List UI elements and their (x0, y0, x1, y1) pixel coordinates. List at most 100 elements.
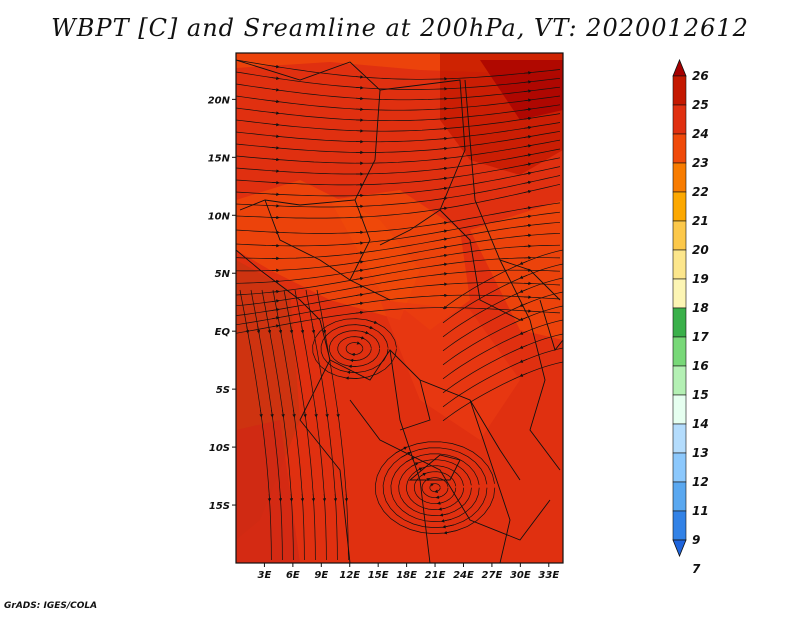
map-panel (236, 53, 563, 563)
streamline-arrow (270, 409, 274, 418)
streamline (294, 289, 327, 561)
temperature-shading (236, 53, 563, 563)
latitude-axis: 20N 15N 10N 5N EQ 5S 10S 15S (208, 95, 236, 512)
map-frame (235, 52, 564, 564)
streamline (406, 465, 464, 510)
colorbar-bin (672, 510, 687, 541)
streamline-arrow (523, 214, 532, 219)
streamline-arrow (523, 223, 532, 228)
colorbar-label: 22 (692, 185, 709, 199)
streamline-arrow (289, 325, 294, 334)
colorbar-label: 14 (692, 417, 709, 431)
colorbar-bin (672, 307, 687, 338)
streamline-arrow (267, 325, 272, 334)
lon-tick-label: 3E (258, 570, 272, 581)
streamline (236, 71, 561, 90)
streamline (236, 83, 561, 101)
streamline-arrow (439, 229, 448, 233)
streamline (305, 289, 338, 561)
lon-tick-label: 24E (453, 570, 474, 581)
streamline (236, 130, 561, 153)
streamline-arrow (523, 98, 532, 102)
map-title: WBPT [C] and Sreamline at 200hPa, VT: 20… (51, 14, 749, 42)
streamline-arrow (523, 171, 532, 176)
streamline (390, 453, 480, 522)
streamline-arrow (271, 324, 280, 328)
colorbar-label: 9 (692, 533, 700, 547)
streamline-arrow (271, 111, 280, 115)
streamline-arrow (435, 495, 440, 499)
border-line (499, 259, 561, 471)
streamline-arrow (271, 64, 280, 69)
streamline (236, 211, 561, 247)
streamline-arrow (355, 310, 364, 315)
streamline (236, 113, 561, 132)
colorbar-label: 19 (692, 272, 709, 286)
streamline-arrow (519, 260, 528, 265)
streamline-arrow (439, 166, 448, 171)
streamline-arrow (519, 316, 528, 321)
streamline-arrow (405, 457, 415, 463)
streamline-arrow (443, 530, 457, 535)
streamline-arrow (292, 409, 296, 418)
streamline-arrow (523, 135, 532, 139)
streamline-arrow (411, 462, 419, 467)
streamline-arrow (439, 176, 448, 181)
colorbar-bin (672, 365, 687, 396)
streamline-arrow (355, 293, 364, 297)
border-line (349, 399, 551, 541)
streamline-arrow (439, 186, 448, 191)
streamline-arrow (523, 116, 532, 121)
streamline-arrow (439, 136, 448, 141)
colorbar-label: 21 (692, 214, 709, 228)
streamline-arrow (245, 325, 250, 334)
streamline (250, 289, 283, 561)
streamline (236, 59, 561, 80)
border-line (379, 79, 466, 246)
lat-tick-label: 15N (208, 153, 231, 164)
streamline-arrow (439, 146, 448, 151)
longitude-axis: 3E 6E 9E 12E 15E 18E 21E 24E 27E 30E 33E (258, 563, 559, 581)
streamline-arrow (439, 221, 448, 225)
colorbar-bin (672, 191, 687, 222)
streamline-arrow (439, 156, 448, 161)
streamline-arrow (314, 409, 318, 418)
lat-tick-label: EQ (215, 327, 231, 338)
colorbar-bin (672, 452, 687, 483)
streamline-arrow (523, 206, 532, 210)
streamline-arrow (523, 162, 532, 166)
streamline (236, 166, 561, 197)
streamline (316, 289, 349, 561)
streamline-arrow (356, 341, 361, 345)
streamline-arrow (523, 153, 532, 157)
streamline-arrow (322, 325, 327, 334)
streamline (442, 333, 563, 394)
streamline-arrow (523, 233, 532, 238)
streamline-arrow (421, 472, 427, 477)
streamline-arrow (436, 501, 443, 505)
streamline-arrow (519, 330, 528, 335)
streamline-arrow (519, 372, 528, 377)
streamline-arrow (523, 89, 532, 93)
streamline (261, 289, 294, 561)
streamline (382, 447, 488, 528)
streamline (283, 289, 316, 561)
colorbar-bin (672, 220, 687, 251)
colorbar-label: 18 (692, 301, 709, 315)
streamline (374, 441, 496, 534)
streamline-arrow (439, 272, 448, 276)
colorbar-label: 26 (692, 69, 709, 83)
streamline (236, 148, 561, 175)
streamline-arrow (336, 409, 340, 418)
streamline-arrow (416, 467, 423, 472)
streamline-arrow (439, 513, 449, 517)
lon-tick-label: 15E (368, 570, 389, 581)
streamline-arrow (278, 325, 283, 334)
streamline-arrow (439, 237, 448, 241)
streamline-arrow (325, 409, 329, 418)
colorbar-top-arrow (672, 58, 687, 77)
lon-tick-label: 33E (538, 570, 559, 581)
border-line (236, 59, 381, 211)
streamline-arrow (519, 288, 528, 293)
lat-tick-label: 10S (209, 443, 230, 454)
